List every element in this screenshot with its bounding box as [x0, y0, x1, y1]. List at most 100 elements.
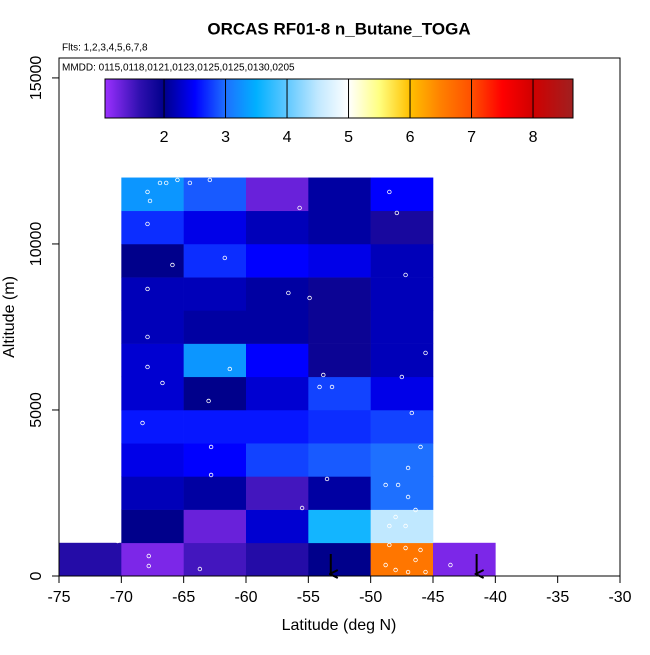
heatmap-cell: [183, 277, 247, 311]
sample-point: [393, 514, 398, 520]
sample-point: [405, 494, 411, 500]
colorbar: [104, 78, 574, 119]
sample-point: [387, 542, 392, 548]
heatmap-cell: [308, 243, 371, 278]
heatmap-cell: [183, 376, 247, 411]
heatmap-cell: [308, 310, 371, 344]
heatmap-cell: [246, 210, 309, 245]
colorbar-tick-label: 7: [467, 129, 476, 146]
x-tick-label: -50: [359, 589, 382, 606]
heatmap-cell: [59, 542, 122, 577]
colorbar-tick-label: 5: [344, 129, 353, 146]
sample-point: [170, 262, 175, 268]
sample-point: [147, 198, 153, 204]
plot-frame: [58, 57, 621, 577]
heatmap-cell: [183, 476, 247, 510]
heatmap-cell: [246, 542, 309, 577]
sample-point: [206, 398, 211, 404]
sample-point: [405, 465, 411, 471]
x-tick-label: -40: [484, 589, 507, 606]
sample-point: [399, 374, 405, 380]
x-axis-label: Latitude (deg N): [282, 617, 397, 634]
sample-point: [145, 221, 150, 227]
sample-point: [403, 523, 408, 529]
heatmap-cell: [183, 243, 247, 278]
sample-point: [207, 177, 213, 183]
heatmap-cell: [308, 443, 371, 477]
heatmap-cell: [183, 343, 247, 378]
heatmap-cell: [121, 476, 184, 510]
sample-point: [299, 505, 305, 511]
x-tick-label: -65: [172, 589, 195, 606]
heatmap-cell: [246, 310, 309, 344]
heatmap-cell: [308, 177, 371, 212]
heatmap-cell: [370, 409, 434, 444]
heatmap-cell: [246, 476, 309, 510]
heatmap-cell: [308, 376, 371, 411]
heatmap-cell: [370, 509, 434, 544]
heatmap-cell: [183, 177, 247, 212]
heatmap-cell: [183, 443, 247, 477]
sample-point: [383, 562, 388, 568]
sample-point: [157, 180, 163, 186]
sample-point: [145, 334, 150, 340]
heatmap-cell: [121, 343, 184, 378]
sample-point: [423, 569, 428, 575]
sample-point: [160, 380, 165, 386]
x-tick-label: -45: [421, 589, 444, 606]
heatmap-cell: [121, 376, 184, 411]
heatmap-cell: [121, 542, 184, 577]
sample-point: [222, 255, 228, 261]
sample-point: [115, 538, 120, 544]
sample-point: [387, 523, 392, 529]
sample-point: [140, 420, 145, 426]
heatmap-cell: [308, 343, 371, 378]
heatmap-cell: [121, 409, 184, 444]
y-tick-label: 15000: [28, 56, 45, 101]
sample-point: [394, 210, 400, 216]
x-tick-label: -75: [47, 589, 70, 606]
sample-point: [145, 364, 150, 370]
sample-point: [448, 562, 453, 568]
sample-point: [227, 366, 232, 372]
sample-point: [418, 444, 423, 450]
sample-point: [324, 476, 330, 482]
sample-point: [405, 569, 411, 575]
sample-point: [383, 482, 388, 488]
heatmap-cell: [183, 509, 247, 544]
x-tick-label: -30: [608, 589, 631, 606]
sample-point: [286, 290, 291, 296]
chart-title: ORCAS RF01-8 n_Butane_TOGA: [207, 19, 470, 38]
heatmap-cell: [246, 177, 309, 212]
annotation: MMDD: 0115,0118,0121,0123,0125,0125,0130…: [62, 63, 295, 74]
heatmap-cell: [370, 210, 434, 245]
heatmap-cell: [121, 210, 184, 245]
heatmap-cell: [370, 476, 434, 510]
heatmap-cell: [370, 277, 434, 311]
heatmap-cell: [370, 343, 434, 378]
sample-point: [329, 384, 335, 390]
sample-point: [297, 205, 302, 211]
sample-point: [145, 189, 150, 195]
sample-point: [208, 472, 214, 478]
heatmap-cell: [246, 376, 309, 411]
heatmap-cell: [121, 310, 184, 344]
heatmap-cell: [370, 310, 434, 344]
sample-point: [187, 180, 193, 186]
heatmap-cell: [308, 509, 371, 544]
sample-point: [413, 557, 418, 563]
sample-point: [208, 444, 214, 450]
sample-point: [145, 286, 150, 292]
heatmap-cell: [370, 243, 434, 278]
sample-point: [423, 350, 428, 356]
colorbar-tick-label: 8: [529, 129, 538, 146]
y-tick-label: 10000: [28, 222, 45, 267]
sample-point: [395, 482, 401, 488]
heatmap-cell: [183, 542, 247, 577]
y-tick-label: 5000: [28, 392, 45, 428]
sample-point: [307, 295, 312, 301]
heatmap-cell: [121, 509, 184, 544]
heatmap-cell: [246, 243, 309, 278]
heatmap-cell: [308, 210, 371, 245]
sample-point: [403, 272, 408, 278]
